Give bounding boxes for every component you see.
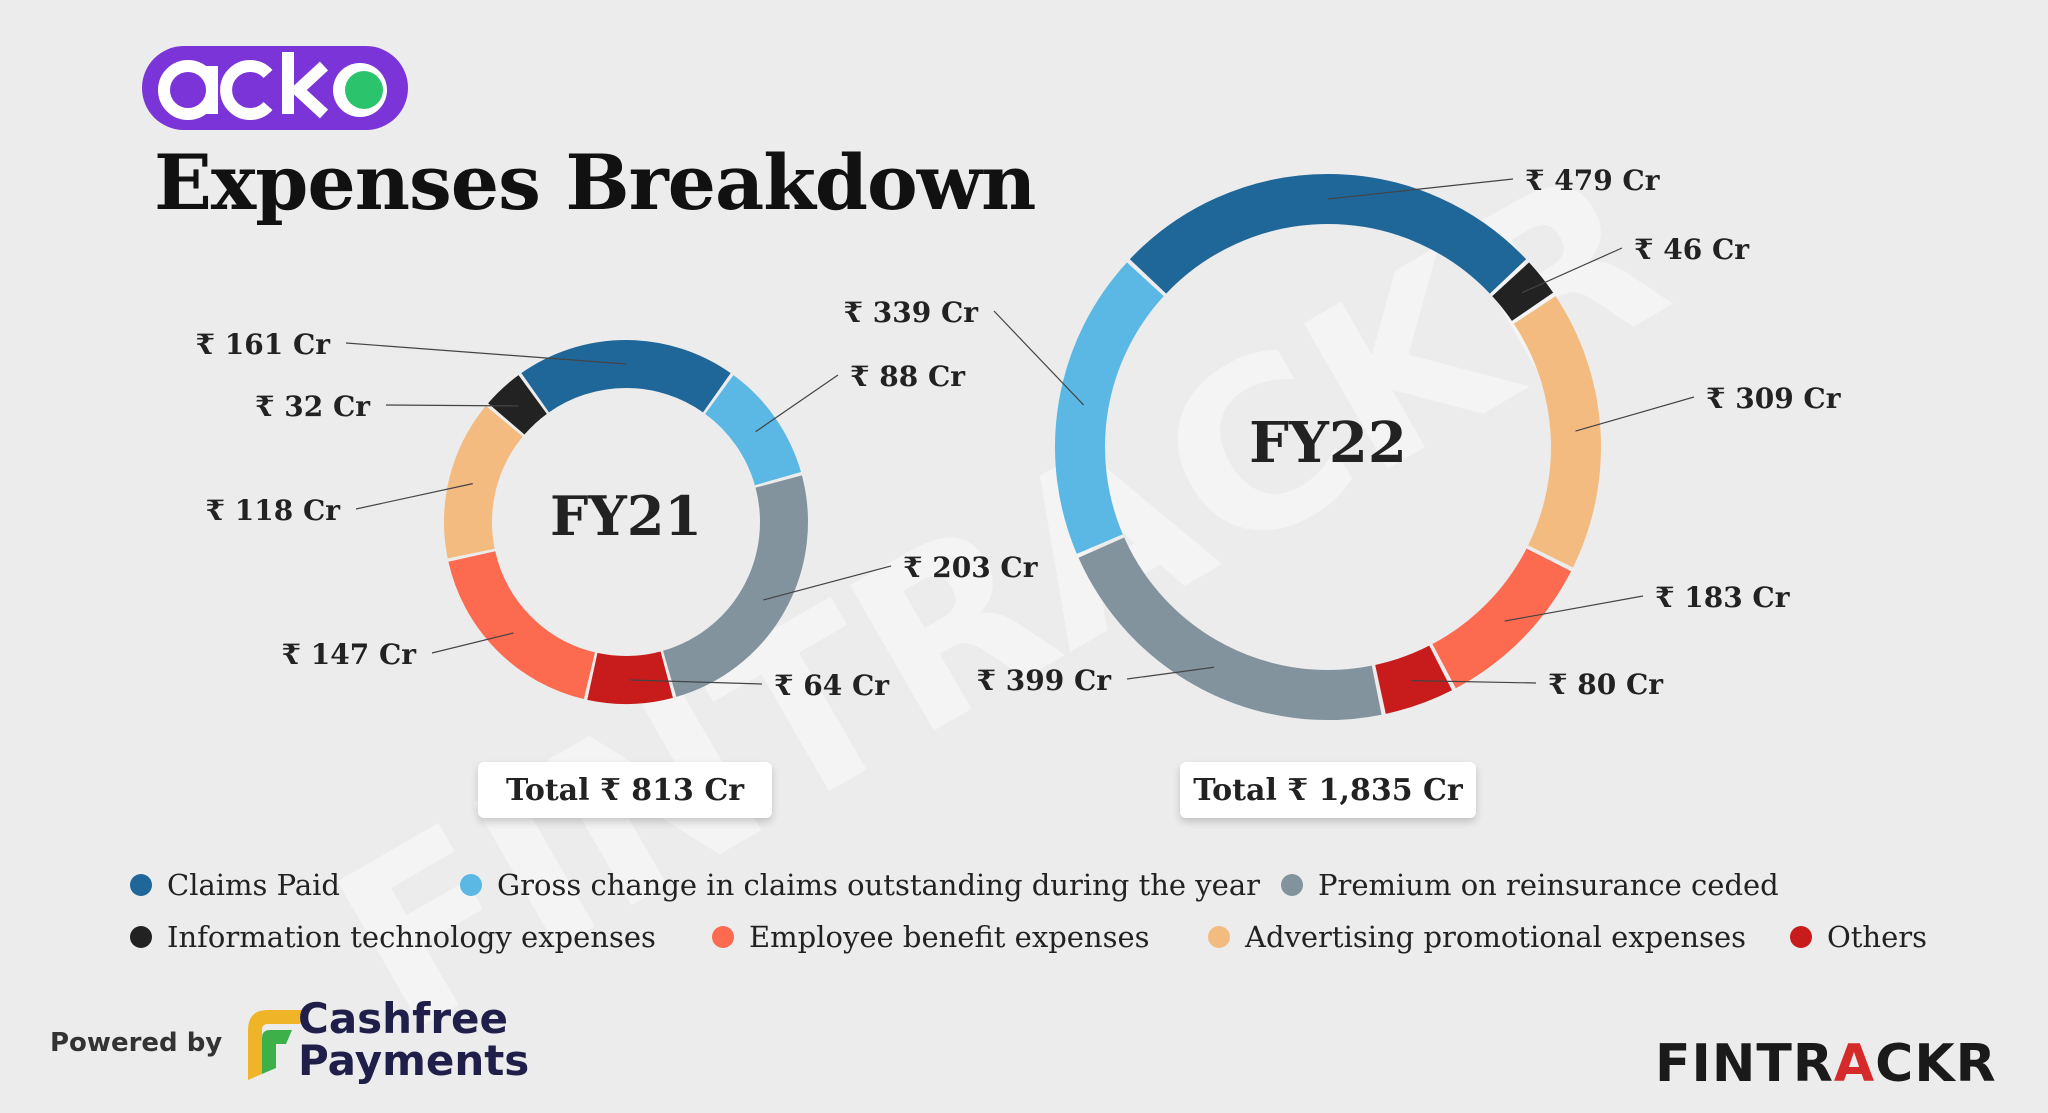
fy22-leader-line-2 [1575, 396, 1695, 432]
fintrackr-logo-suffix: CKR [1875, 1034, 1997, 1094]
fy21-leader-line-6 [385, 404, 519, 407]
legend-row: Claims Paid Gross change in claims outst… [130, 868, 1960, 920]
cashfree-logo-line2: Payments [298, 1036, 530, 1085]
legend-dot-icon [460, 874, 482, 896]
fy21-data-label-6: ₹ 32 Cr [255, 390, 371, 423]
legend: Claims Paid Gross change in claims outst… [130, 868, 1960, 972]
fy22-total-badge: Total ₹ 1,835 Cr [1180, 762, 1476, 818]
fy21-slice-1 [704, 375, 802, 486]
fy22-leader-line-3 [1504, 595, 1644, 622]
fintrackr-logo-accent: A [1833, 1034, 1876, 1094]
legend-label: Advertising promotional expenses [1245, 920, 1747, 954]
fy21-leader-line-3 [629, 679, 763, 685]
fy22-data-label-0: ₹ 479 Cr [1525, 164, 1661, 197]
legend-dot-icon [130, 926, 152, 948]
fy21-data-label-0: ₹ 161 Cr [196, 328, 332, 361]
legend-item-employee-benefit: Employee benefit expenses [712, 920, 1150, 954]
fy22-data-label-5: ₹ 399 Cr [977, 664, 1113, 697]
fy21-data-label-4: ₹ 147 Cr [282, 638, 418, 671]
fy22-data-label-6: ₹ 339 Cr [844, 296, 980, 329]
legend-item-it-expenses: Information technology expenses [130, 920, 656, 954]
fy22-leader-line-0 [1327, 178, 1514, 200]
legend-dot-icon [1790, 926, 1812, 948]
legend-item-advertising: Advertising promotional expenses [1208, 920, 1746, 954]
fy22-slice-2 [1513, 296, 1601, 568]
legend-dot-icon [712, 926, 734, 948]
fy22-leader-line-6 [993, 310, 1085, 406]
legend-label: Gross change in claims outstanding durin… [497, 868, 1260, 902]
fy21-leader-line-2 [763, 565, 892, 601]
cashfree-logo-icon [248, 1010, 306, 1080]
legend-label: Employee benefit expenses [749, 920, 1150, 954]
legend-row: Information technology expenses Employee… [130, 920, 1960, 972]
fy21-slice-5 [444, 405, 524, 559]
fy21-data-label-2: ₹ 203 Cr [903, 551, 1039, 584]
cashfree-payments-logo: Cashfree Payments [298, 998, 578, 1082]
legend-label: Others [1827, 920, 1928, 954]
fintrackr-logo-prefix: FINTR [1655, 1034, 1834, 1094]
fy22-slice-3 [1431, 548, 1572, 689]
fy21-data-label-3: ₹ 64 Cr [774, 669, 890, 702]
acko-logo-mark [158, 52, 387, 120]
fy21-slice-4 [448, 550, 596, 700]
legend-label: Information technology expenses [167, 920, 656, 954]
legend-item-others: Others [1790, 920, 1927, 954]
fy22-data-label-3: ₹ 183 Cr [1655, 581, 1791, 614]
page-title: Expenses Breakdown [154, 138, 1036, 227]
fy21-leader-line-0 [345, 342, 627, 365]
fy22-data-label-4: ₹ 80 Cr [1548, 668, 1664, 701]
legend-dot-icon [130, 874, 152, 896]
legend-label: Claims Paid [167, 868, 340, 902]
legend-item-claims-paid: Claims Paid [130, 868, 340, 902]
fy21-donut-chart: ₹ 161 Cr ₹ 88 Cr ₹ 203 Cr ₹ 64 Cr ₹ 147 Cr ₹ … [196, 328, 1039, 704]
fy21-total-badge: Total ₹ 813 Cr [478, 762, 772, 818]
fy22-data-label-1: ₹ 46 Cr [1634, 233, 1750, 266]
fy21-slice-3 [587, 651, 673, 704]
legend-dot-icon [1208, 926, 1230, 948]
legend-item-gross-change: Gross change in claims outstanding durin… [460, 868, 1260, 902]
fy21-center-label: FY21 [550, 484, 702, 548]
fy21-slice-2 [662, 475, 808, 697]
legend-label: Premium on reinsurance ceded [1318, 868, 1779, 902]
fy22-donut-chart: ₹ 479 Cr ₹ 46 Cr ₹ 309 Cr ₹ 183 Cr ₹ 80 Cr ₹ … [844, 164, 1842, 720]
fy21-data-label-1: ₹ 88 Cr [850, 360, 966, 393]
fy22-center-label: FY22 [1249, 410, 1407, 476]
fy21-leader-line-5 [355, 483, 473, 510]
fy22-slice-0 [1129, 174, 1527, 294]
fy21-slice-6 [488, 375, 548, 436]
acko-logo [142, 46, 408, 130]
fy21-leader-line-4 [431, 632, 514, 654]
fy21-slice-0 [521, 340, 731, 413]
fy22-leader-line-1 [1521, 247, 1623, 294]
legend-item-reinsurance: Premium on reinsurance ceded [1281, 868, 1779, 902]
fy21-data-label-5: ₹ 118 Cr [206, 494, 342, 527]
fy22-slice-4 [1374, 645, 1453, 714]
fy21-leader-line-1 [755, 374, 839, 433]
powered-by-label: Powered by [50, 1028, 223, 1058]
fy22-leader-line-5 [1126, 666, 1215, 680]
fy22-leader-line-4 [1411, 680, 1537, 684]
fintrackr-logo: FINTRACKR [1655, 1034, 1997, 1094]
cashfree-logo-line1: Cashfree [298, 994, 509, 1043]
legend-dot-icon [1281, 874, 1303, 896]
fy22-slice-1 [1491, 262, 1554, 322]
fy22-data-label-2: ₹ 309 Cr [1706, 382, 1842, 415]
fy22-slice-6 [1055, 262, 1165, 554]
